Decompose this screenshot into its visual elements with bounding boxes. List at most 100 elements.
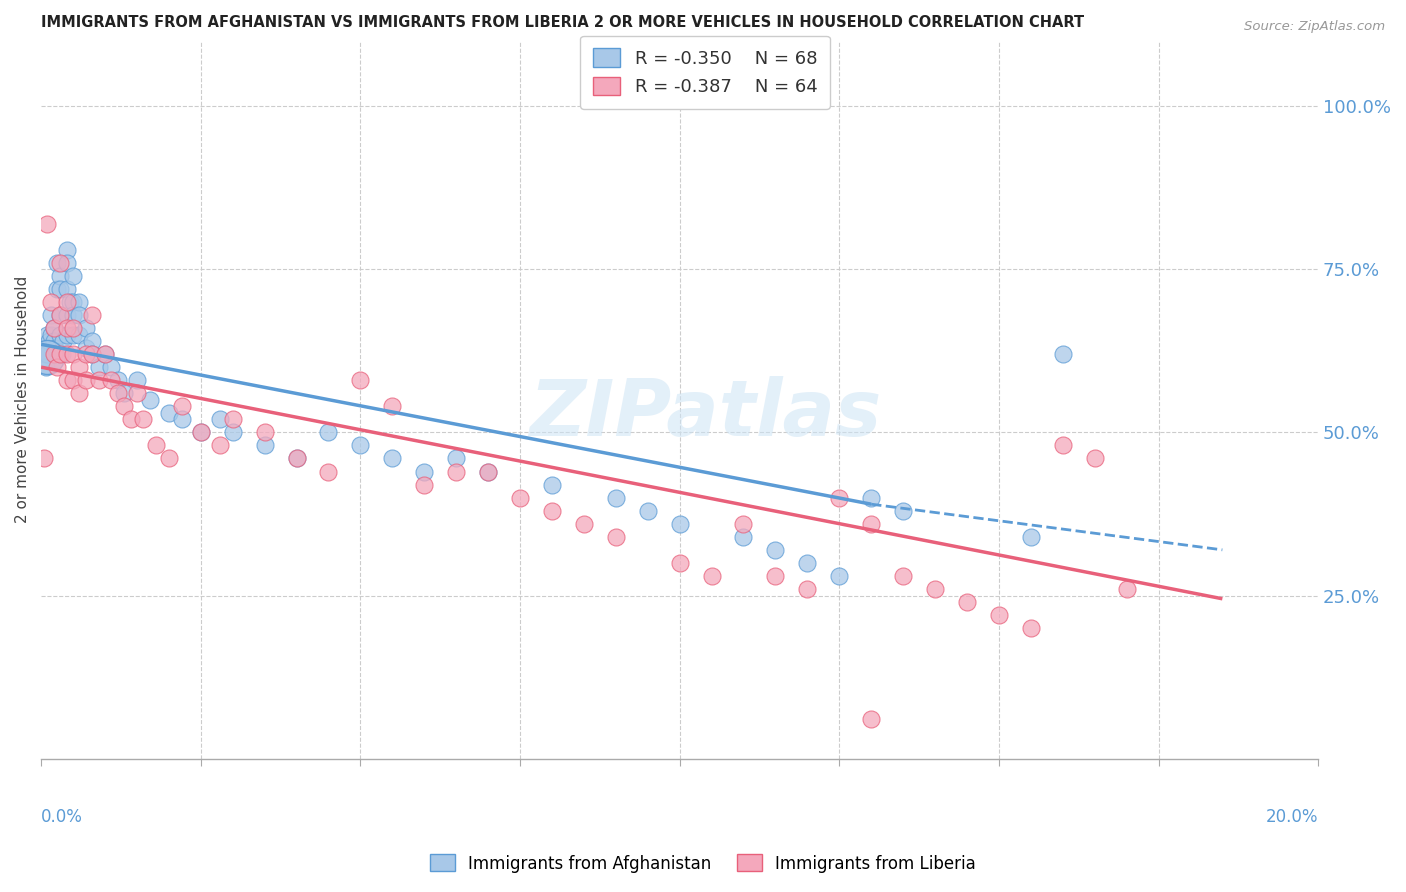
- Point: [46, 256, 69, 270]
- Point: [82, 308, 104, 322]
- Point: [39, 308, 62, 322]
- Point: [67, 294, 90, 309]
- Point: [49, 308, 72, 322]
- Point: [145, 438, 167, 452]
- Point: [55, 282, 77, 296]
- Point: [34, 347, 56, 361]
- Point: [253, 425, 276, 440]
- Point: [541, 477, 564, 491]
- Point: [107, 386, 129, 401]
- Point: [100, 373, 122, 387]
- Point: [37, 351, 59, 365]
- Point: [67, 308, 90, 322]
- Point: [120, 412, 142, 426]
- Point: [51, 347, 73, 361]
- Point: [413, 465, 436, 479]
- Point: [381, 399, 404, 413]
- Point: [891, 504, 914, 518]
- Point: [253, 438, 276, 452]
- Point: [668, 516, 690, 531]
- Point: [42, 347, 65, 361]
- Point: [62, 347, 84, 361]
- Point: [75, 321, 97, 335]
- Point: [477, 465, 499, 479]
- Point: [860, 491, 883, 505]
- Point: [94, 347, 117, 361]
- Point: [860, 516, 883, 531]
- Point: [477, 465, 499, 479]
- Point: [138, 392, 160, 407]
- Point: [796, 582, 818, 596]
- Point: [605, 530, 627, 544]
- Point: [157, 451, 180, 466]
- Point: [52, 334, 75, 348]
- Point: [170, 399, 193, 413]
- Point: [62, 294, 84, 309]
- Point: [82, 334, 104, 348]
- Point: [49, 347, 72, 361]
- Point: [55, 243, 77, 257]
- Point: [1019, 621, 1042, 635]
- Point: [700, 569, 723, 583]
- Point: [37, 217, 59, 231]
- Point: [541, 504, 564, 518]
- Point: [59, 294, 82, 309]
- Text: 20.0%: 20.0%: [1265, 807, 1319, 826]
- Point: [75, 341, 97, 355]
- Point: [112, 399, 135, 413]
- Point: [55, 327, 77, 342]
- Point: [125, 373, 148, 387]
- Point: [55, 321, 77, 335]
- Point: [39, 294, 62, 309]
- Point: [987, 608, 1010, 623]
- Point: [107, 373, 129, 387]
- Point: [38, 334, 60, 348]
- Point: [44, 341, 66, 355]
- Point: [55, 294, 77, 309]
- Point: [49, 256, 72, 270]
- Point: [208, 438, 231, 452]
- Point: [37, 327, 59, 342]
- Point: [444, 465, 467, 479]
- Point: [381, 451, 404, 466]
- Point: [924, 582, 946, 596]
- Point: [75, 373, 97, 387]
- Point: [46, 360, 69, 375]
- Point: [318, 425, 340, 440]
- Text: IMMIGRANTS FROM AFGHANISTAN VS IMMIGRANTS FROM LIBERIA 2 OR MORE VEHICLES IN HOU: IMMIGRANTS FROM AFGHANISTAN VS IMMIGRANT…: [41, 15, 1084, 30]
- Point: [82, 347, 104, 361]
- Point: [125, 386, 148, 401]
- Point: [413, 477, 436, 491]
- Point: [637, 504, 659, 518]
- Point: [75, 347, 97, 361]
- Point: [67, 360, 90, 375]
- Point: [190, 425, 212, 440]
- Point: [34, 451, 56, 466]
- Point: [42, 321, 65, 335]
- Point: [349, 438, 371, 452]
- Point: [1052, 438, 1074, 452]
- Point: [733, 516, 755, 531]
- Point: [509, 491, 531, 505]
- Point: [733, 530, 755, 544]
- Point: [170, 412, 193, 426]
- Point: [62, 308, 84, 322]
- Point: [39, 327, 62, 342]
- Point: [37, 347, 59, 361]
- Point: [891, 569, 914, 583]
- Point: [62, 373, 84, 387]
- Point: [62, 327, 84, 342]
- Point: [49, 282, 72, 296]
- Point: [763, 569, 786, 583]
- Point: [1084, 451, 1107, 466]
- Point: [87, 360, 110, 375]
- Point: [828, 491, 851, 505]
- Point: [67, 386, 90, 401]
- Point: [87, 373, 110, 387]
- Point: [221, 425, 243, 440]
- Y-axis label: 2 or more Vehicles in Household: 2 or more Vehicles in Household: [15, 277, 30, 524]
- Point: [132, 412, 155, 426]
- Point: [1052, 347, 1074, 361]
- Legend: Immigrants from Afghanistan, Immigrants from Liberia: Immigrants from Afghanistan, Immigrants …: [423, 847, 983, 880]
- Point: [62, 321, 84, 335]
